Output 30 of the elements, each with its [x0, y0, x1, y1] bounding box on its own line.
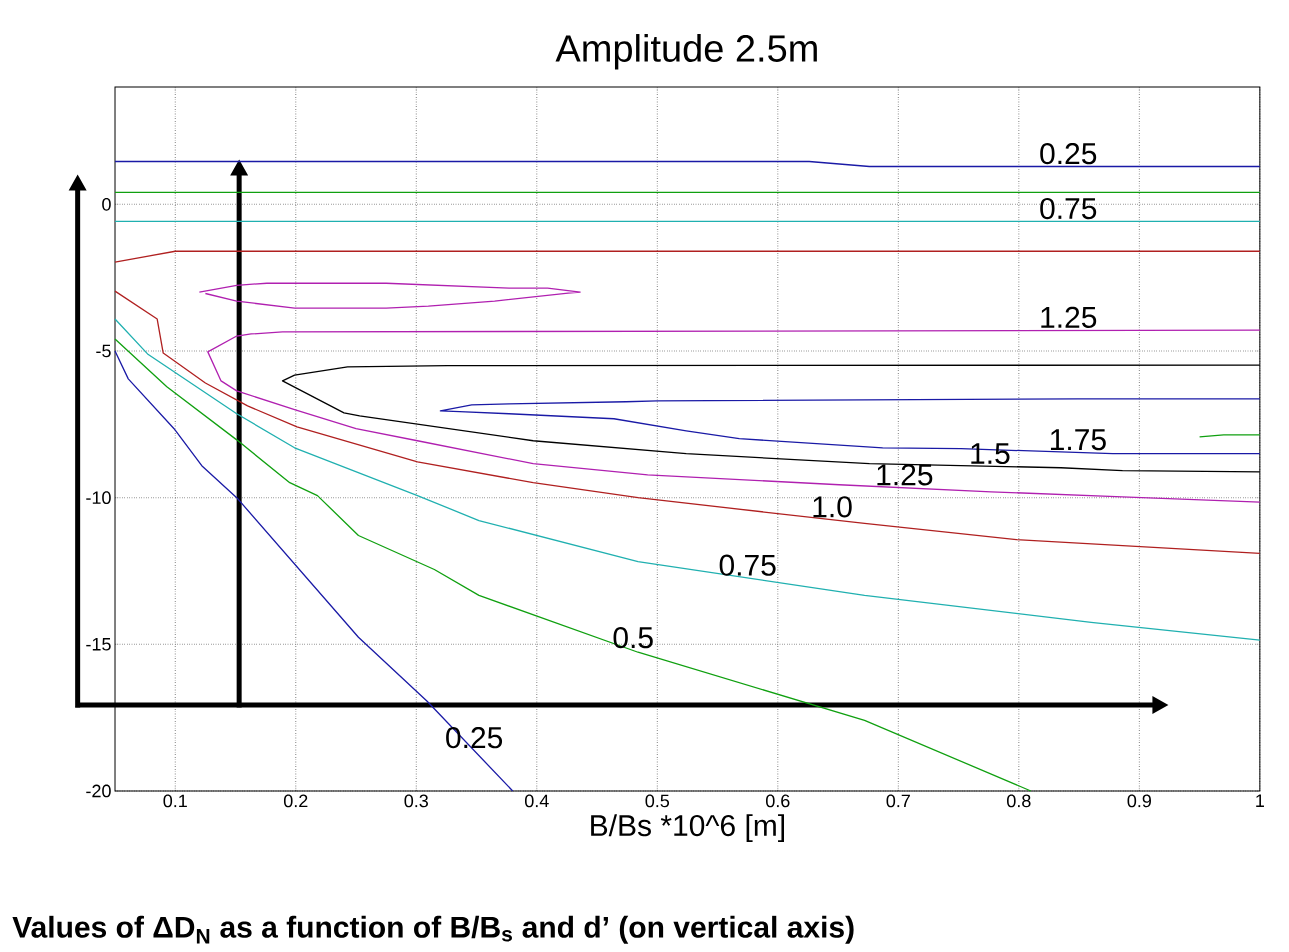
x-tick-label: 0.5	[645, 794, 670, 808]
y-tick-label: -5	[96, 344, 111, 358]
annotation: 1.75	[1050, 429, 1106, 451]
line-series	[114, 290, 1261, 555]
annotation: 0.75	[719, 554, 776, 576]
text: Values of ΔD$_{N}$ as a function of B/B$_{s}$ and d’ (on vertical axis)	[12, 915, 854, 944]
y-tick-label: 0	[102, 197, 111, 211]
annotation: 1.0	[813, 496, 852, 518]
annotation: 1.25	[1041, 306, 1097, 328]
line-series	[114, 338, 1032, 792]
annotation: 0.25	[1040, 143, 1097, 165]
x-tick-label: 0.4	[524, 794, 549, 808]
line-series	[114, 350, 514, 792]
x-tick-label: 0.1	[163, 794, 187, 808]
y-tick-label: -15	[86, 638, 111, 651]
annotation: 1.25	[877, 464, 933, 486]
x-tick-label: 0.6	[766, 794, 790, 808]
y-tick-label: -10	[86, 491, 111, 505]
x-axis-title: B/Bs *10^6 [m]	[591, 814, 784, 843]
y-tick-label: -20	[86, 784, 111, 798]
annotation: 0.5	[613, 627, 653, 649]
annotation: 0.75	[1040, 197, 1097, 220]
x-tick-label: 0.2	[283, 794, 308, 808]
x-tick-label: 0.3	[404, 794, 429, 808]
x-tick-label: 0.8	[1007, 794, 1031, 808]
chart-title: Amplitude 2.5m	[555, 34, 817, 70]
line-series	[198, 282, 581, 309]
x-tick-label: 0.7	[886, 794, 910, 808]
x-tick-label: 1	[1256, 794, 1264, 807]
x-tick-label: 0.9	[1127, 794, 1151, 808]
